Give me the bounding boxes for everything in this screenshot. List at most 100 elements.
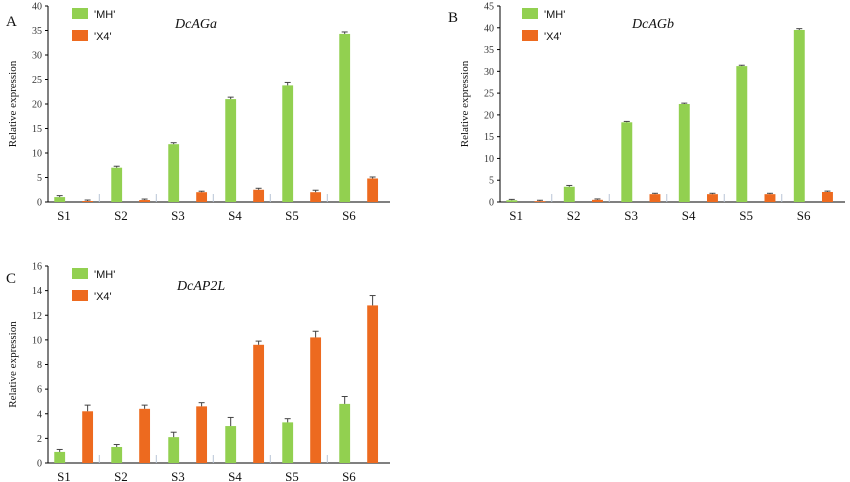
y-tick-label: 15 [32, 124, 42, 135]
bar-mh-s4 [678, 104, 690, 202]
bar-x4-s3 [196, 192, 208, 202]
legend-swatch-mh [522, 8, 538, 19]
y-tick-label: 14 [32, 286, 42, 297]
x-tick-label-s3: S3 [171, 208, 185, 223]
y-axis-label: Relative expression [459, 60, 471, 147]
bar-mh-s3 [621, 122, 633, 202]
x-tick-label-s1: S1 [509, 208, 523, 223]
chart-panel-c: C 0 2 4 6 8 10 12 14 16 Relative expression S1 S2 S3 S… [6, 262, 390, 482]
y-tick-label: 15 [484, 132, 494, 143]
y-axis-label: Relative expression [7, 321, 19, 408]
bar-mh-s5 [282, 422, 294, 463]
legend-swatch-mh [72, 268, 88, 279]
bar-x4-s2 [139, 200, 151, 202]
bar-x4-s3 [196, 406, 208, 463]
y-tick-label: 30 [32, 51, 42, 62]
bar-mh-s4 [225, 426, 237, 463]
x-tick-label-s2: S2 [114, 208, 128, 223]
x-tick-label-s3: S3 [624, 208, 638, 223]
legend-label-mh: 'MH' [544, 9, 565, 21]
y-tick-label: 4 [37, 409, 42, 420]
y-tick-label: 6 [37, 385, 42, 396]
legend-label-mh: 'MH' [94, 269, 115, 281]
legend: 'MH' 'X4' [72, 8, 115, 43]
chart-title: DcAGa [174, 17, 217, 32]
y-tick-label: 16 [32, 262, 42, 273]
x-tick-label-s6: S6 [797, 208, 811, 223]
x-tick-label-s5: S5 [285, 469, 299, 482]
x-tick-label-s3: S3 [171, 469, 185, 482]
y-tick-label: 2 [37, 434, 42, 445]
bar-x4-s1 [82, 411, 94, 463]
y-tick-label: 10 [484, 154, 494, 165]
panel-letter: C [6, 271, 16, 287]
x-tick-label-s6: S6 [342, 469, 356, 482]
x-tick-label-s1: S1 [57, 208, 71, 223]
bar-mh-s6 [339, 403, 351, 463]
y-tick-label: 10 [32, 149, 42, 160]
y-tick-label: 20 [32, 100, 42, 111]
y-tick-label: 10 [32, 335, 42, 346]
bar-x4-s4 [253, 344, 265, 463]
y-tick-label: 45 [484, 2, 494, 13]
bar-mh-s5 [282, 85, 294, 202]
bar-x4-s1 [534, 201, 546, 202]
x-tick-label-s5: S5 [285, 208, 299, 223]
x-tick-label-s2: S2 [114, 469, 128, 482]
y-tick-label: 0 [37, 198, 42, 209]
y-tick-label: 25 [484, 89, 494, 100]
bar-x4-s1 [82, 201, 94, 202]
bar-mh-s1 [54, 197, 66, 202]
legend-swatch-mh [72, 8, 88, 19]
y-tick-label: 5 [37, 173, 42, 184]
x-tick-label-s5: S5 [739, 208, 753, 223]
y-tick-label: 0 [37, 459, 42, 470]
bar-x4-s5 [310, 337, 322, 463]
y-axis-label: Relative expression [7, 60, 19, 147]
panel-letter: B [448, 10, 458, 26]
legend-label-x4: 'X4' [544, 31, 562, 43]
bar-x4-s6 [367, 178, 379, 202]
bar-x4-s5 [764, 194, 776, 202]
x-tick-label-s4: S4 [682, 208, 696, 223]
bar-mh-s2 [111, 446, 123, 463]
y-tick-label: 5 [489, 176, 494, 187]
bar-mh-s6 [793, 29, 805, 203]
bar-mh-s3 [168, 437, 180, 463]
bar-mh-s3 [168, 144, 180, 202]
bar-x4-s2 [139, 408, 151, 463]
y-tick-label: 30 [484, 67, 494, 78]
legend-swatch-x4 [522, 30, 538, 41]
bar-mh-s2 [563, 186, 575, 202]
legend: 'MH' 'X4' [72, 268, 115, 303]
bar-mh-s1 [506, 200, 518, 202]
legend: 'MH' 'X4' [522, 8, 565, 43]
panel-letter: A [6, 14, 17, 30]
x-tick-label-s4: S4 [228, 208, 242, 223]
y-tick-label: 0 [489, 198, 494, 209]
y-tick-label: 40 [32, 2, 42, 13]
bar-mh-s1 [54, 451, 66, 463]
bar-mh-s4 [225, 99, 237, 202]
x-tick-label-s4: S4 [228, 469, 242, 482]
y-tick-label: 12 [32, 311, 42, 322]
bar-x4-s3 [649, 194, 661, 202]
y-tick-label: 35 [484, 45, 494, 56]
bar-x4-s2 [592, 199, 603, 202]
bar-x4-s6 [822, 191, 833, 202]
chart-title: DcAGb [631, 17, 674, 32]
bar-x4-s4 [253, 189, 265, 202]
y-tick-label: 40 [484, 23, 494, 34]
legend-swatch-x4 [72, 290, 88, 301]
legend-swatch-x4 [72, 30, 88, 41]
bar-mh-s2 [111, 167, 123, 202]
chart-panel-a: A 0 5 10 15 20 25 30 35 40 Relative expression S1 S2… [6, 2, 390, 223]
legend-label-x4: 'X4' [94, 31, 112, 43]
bar-mh-s5 [736, 66, 748, 203]
bar-x4-s5 [310, 192, 322, 202]
bar-x4-s4 [707, 194, 718, 202]
chart-title: DcAP2L [176, 279, 225, 294]
x-tick-label-s2: S2 [567, 208, 581, 223]
x-tick-label-s6: S6 [342, 208, 356, 223]
